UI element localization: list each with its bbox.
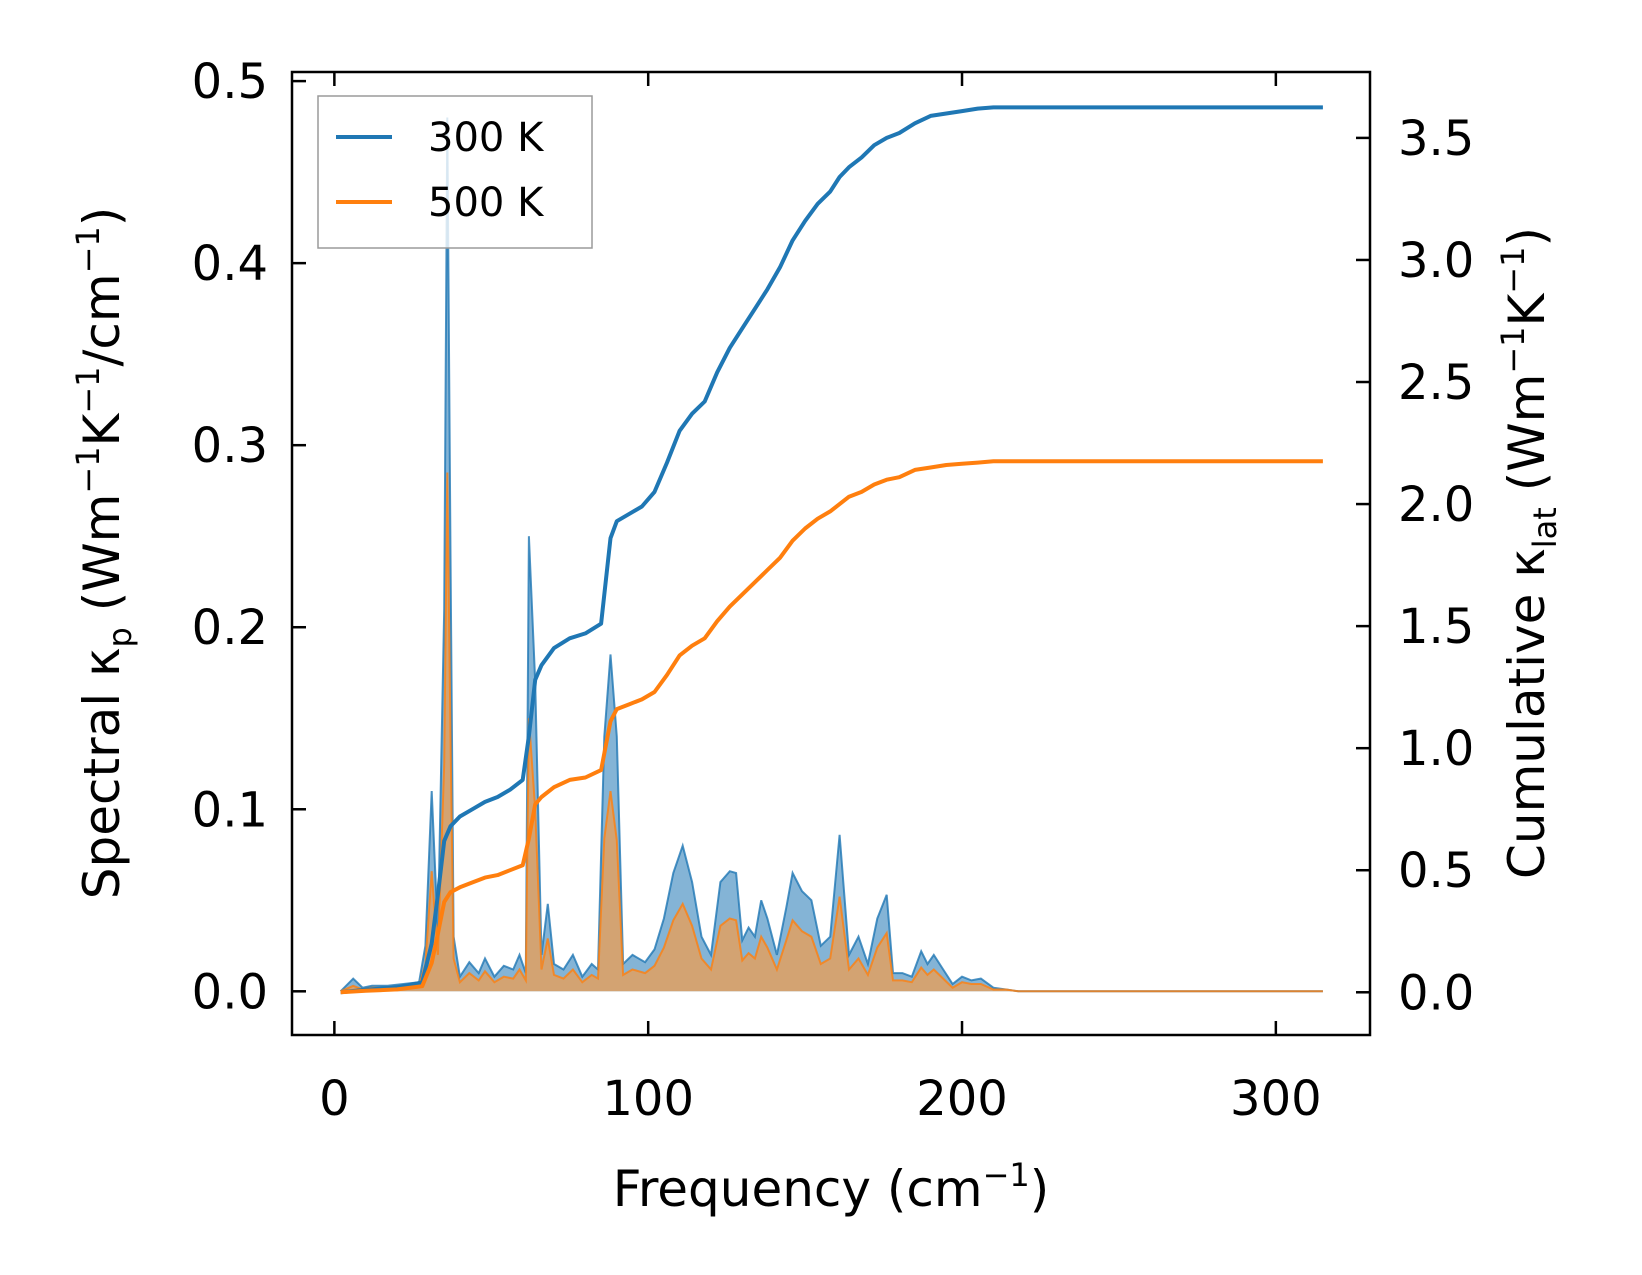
x-tick-label: 300	[1230, 1071, 1322, 1127]
right-y-tick-label: 3.5	[1398, 111, 1474, 167]
spectral-line-300k	[339, 117, 1323, 993]
spectral-line-500k	[340, 472, 1323, 993]
left-y-tick-label: 0.0	[192, 964, 268, 1020]
right-y-tick-label: 0.5	[1398, 843, 1474, 899]
right-y-tick-label: 2.5	[1398, 355, 1474, 411]
legend-label-500k: 500 K	[428, 180, 545, 226]
left-y-tick-label: 0.3	[192, 418, 268, 474]
left-y-axis-title: Spectral κp (Wm−1K−1/cm−1)	[69, 207, 139, 900]
legend-box	[317, 95, 593, 249]
x-axis-ticks: 0 100 200 300	[319, 72, 1322, 1127]
x-tick-label: 200	[916, 1071, 1008, 1127]
left-y-tick-label: 0.4	[192, 236, 268, 292]
right-y-axis-title: Cumulative κlat (Wm−1K−1)	[1494, 227, 1564, 879]
spectral-fills	[339, 117, 1323, 993]
right-y-axis-ticks: 0.0 0.5 1.0 1.5 2.0 2.5 3.0 3.5	[1356, 111, 1474, 1021]
x-axis-title: Frequency (cm−1)	[613, 1156, 1050, 1218]
cumulative-line-500k	[340, 459, 1323, 995]
left-y-tick-label: 0.1	[192, 782, 268, 838]
plot-frame	[290, 70, 1372, 1037]
cumulative-line-300k	[340, 105, 1323, 995]
right-y-tick-label: 3.0	[1398, 233, 1474, 289]
left-y-tick-label: 0.2	[192, 600, 268, 656]
legend-label-300k: 300 K	[428, 115, 545, 161]
series-lines	[340, 105, 1323, 995]
right-y-tick-label: 0.0	[1398, 965, 1474, 1021]
x-tick-label: 100	[602, 1071, 694, 1127]
left-y-tick-label: 0.5	[192, 54, 268, 110]
x-tick-label: 0	[319, 1071, 350, 1127]
right-y-tick-label: 2.0	[1398, 477, 1474, 533]
right-y-tick-label: 1.5	[1398, 599, 1474, 655]
right-y-tick-label: 1.0	[1398, 721, 1474, 777]
left-y-axis-ticks: 0.0 0.1 0.2 0.3 0.4 0.5	[192, 54, 306, 1020]
legend: 300 K 500 K	[317, 95, 593, 249]
